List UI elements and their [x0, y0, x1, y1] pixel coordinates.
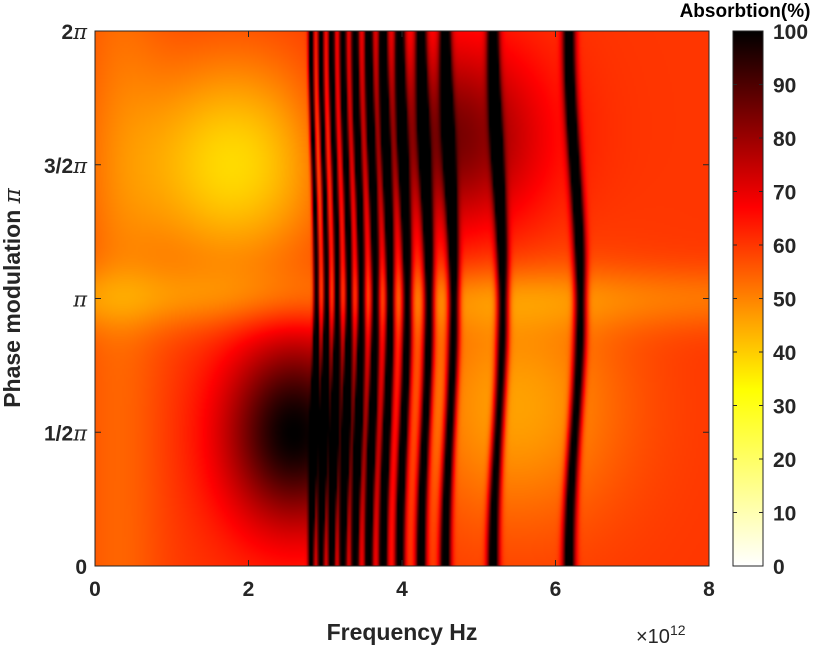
- x-tick-label: 4: [396, 578, 408, 601]
- y-tick-label: π: [72, 288, 88, 312]
- colorbar-tick-label: 10: [773, 503, 796, 526]
- colorbar: [732, 30, 764, 567]
- colorbar-title: Absorbtion(%): [680, 1, 811, 22]
- y-tick-label: 0: [75, 556, 87, 579]
- x-tick-label: 8: [703, 578, 715, 601]
- colorbar-ticks: 0 10 20 30 40 50 60 70 80 90 100: [733, 21, 808, 579]
- colorbar-tick-label: 100: [773, 21, 808, 44]
- colorbar-tick-label: 80: [773, 128, 796, 151]
- colorbar-tick-label: 30: [773, 396, 796, 419]
- y-axis-label: Phase modulation π: [0, 187, 26, 407]
- y-tick-label: 2π: [62, 20, 89, 44]
- colorbar-tick-label: 70: [773, 182, 796, 205]
- colorbar-tick-label: 50: [773, 289, 796, 312]
- colorbar-tick-label: 40: [773, 342, 796, 365]
- x-axis-exponent: ×1012: [636, 622, 686, 647]
- colorbar-tick-label: 20: [773, 449, 796, 472]
- x-axis-ticks: 0 2 4 6 8: [89, 31, 715, 601]
- colorbar-tick-label: 0: [773, 556, 785, 579]
- x-tick-label: 6: [550, 578, 562, 601]
- colorbar-tick-label: 60: [773, 235, 796, 258]
- x-axis-label: Frequency Hz: [327, 619, 478, 645]
- x-tick-label: 2: [243, 578, 255, 601]
- colorbar-tick-label: 90: [773, 75, 796, 98]
- x-tick-label: 0: [89, 578, 101, 601]
- y-axis-ticks: 0 1/2π π 3/2π 2π: [44, 20, 709, 579]
- heatmap-image: [95, 31, 709, 566]
- y-tick-label: 1/2π: [44, 421, 88, 445]
- y-tick-label: 3/2π: [44, 154, 88, 178]
